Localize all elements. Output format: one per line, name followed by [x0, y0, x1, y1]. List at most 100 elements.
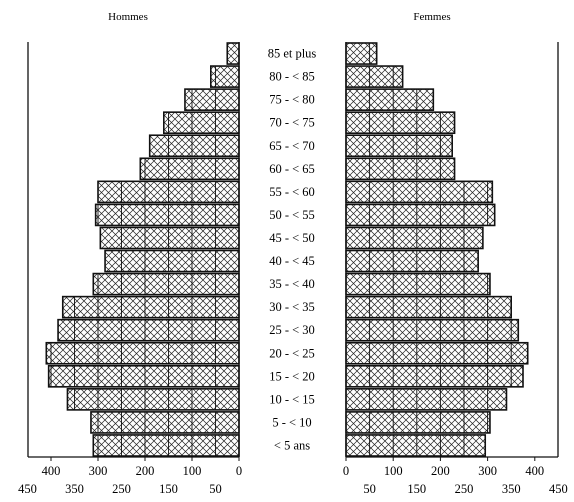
age-group-label: 30 - < 35 [269, 300, 315, 314]
bar-femmes [345, 434, 487, 457]
age-group-label: 25 - < 30 [269, 323, 315, 337]
age-group-labels: < 5 ans 5 - < 10 10 - < 15 15 - < 20 20 - < … [268, 47, 317, 453]
age-group-label: 40 - < 45 [269, 254, 315, 268]
femmes-x-tick-label: 450 [549, 482, 568, 496]
bar-hommes [92, 272, 240, 296]
age-group-label: < 5 ans [274, 438, 310, 452]
bar-rect [345, 388, 508, 411]
bar-femmes [345, 388, 508, 411]
hommes-bars [45, 42, 240, 457]
femmes-x-tick-label: 200 [431, 464, 450, 478]
bar-hommes [45, 341, 240, 365]
left-plot-frame [27, 42, 240, 458]
bar-hommes [94, 203, 240, 227]
bar-rect [47, 364, 240, 388]
bar-rect [345, 318, 520, 342]
hommes-x-tick-label: 200 [136, 464, 155, 478]
hommes-x-tick-label: 250 [112, 482, 131, 496]
bar-rect [210, 65, 240, 88]
bar-rect [184, 88, 240, 111]
bar-rect [99, 226, 240, 250]
bar-rect [104, 249, 240, 273]
hommes-x-tick-label: 100 [183, 464, 202, 478]
hommes-x-tick-label: 350 [65, 482, 84, 496]
bar-rect [148, 134, 240, 158]
bar-femmes [345, 111, 456, 135]
hommes-x-axis: 0 100 200 300 400 50 150 250 350 450 [18, 457, 242, 496]
age-group-label: 10 - < 15 [269, 392, 315, 406]
bar-rect [94, 203, 240, 227]
bar-rect [345, 341, 529, 365]
bar-femmes [345, 272, 491, 296]
bar-rect [57, 318, 240, 342]
bar-rect [345, 203, 496, 227]
bar-femmes [345, 341, 529, 365]
femmes-x-tick-label: 50 [363, 482, 376, 496]
bar-rect [345, 157, 456, 181]
bar-rect [345, 180, 494, 204]
hommes-x-tick-label: 450 [18, 482, 37, 496]
bar-hommes [184, 88, 240, 111]
age-group-label: 60 - < 65 [269, 162, 315, 176]
age-group-label: 45 - < 50 [269, 231, 315, 245]
hommes-x-tick-label: 400 [42, 464, 61, 478]
femmes-x-tick-label: 300 [478, 464, 497, 478]
panel-label-femmes: Femmes [413, 11, 450, 23]
bar-hommes [61, 295, 240, 319]
age-group-label: 15 - < 20 [269, 369, 315, 383]
femmes-x-tick-label: 250 [455, 482, 474, 496]
bar-femmes [345, 249, 479, 273]
age-group-label: 20 - < 25 [269, 346, 315, 360]
bar-rect [163, 111, 240, 135]
femmes-x-tick-label: 400 [525, 464, 544, 478]
bar-hommes [92, 434, 240, 457]
bar-femmes [345, 364, 524, 388]
bar-femmes [345, 157, 456, 181]
bar-hommes [97, 180, 240, 204]
age-group-label: 65 - < 70 [269, 139, 315, 153]
bar-rect [345, 411, 491, 434]
hommes-x-tick-label: 300 [89, 464, 108, 478]
panel-label-hommes: Hommes [108, 11, 148, 23]
bar-rect [345, 65, 404, 88]
bar-hommes [99, 226, 240, 250]
bar-hommes [163, 111, 240, 135]
bar-femmes [345, 295, 512, 319]
bar-hommes [148, 134, 240, 158]
hommes-x-tick-label: 0 [236, 464, 242, 478]
age-group-label: 50 - < 55 [269, 208, 315, 222]
hommes-x-tick-label: 50 [209, 482, 222, 496]
bar-femmes [345, 42, 378, 65]
bar-rect [345, 295, 512, 319]
age-group-label: 55 - < 60 [269, 185, 315, 199]
bar-femmes [345, 180, 494, 204]
bar-femmes [345, 65, 404, 88]
age-group-label: 75 - < 80 [269, 93, 315, 107]
bar-hommes [226, 42, 240, 65]
bar-hommes [210, 65, 240, 88]
age-group-label: 85 et plus [268, 47, 317, 61]
right-plot-frame [345, 42, 559, 458]
bar-rect [345, 111, 456, 135]
femmes-bars [345, 42, 529, 457]
bar-rect [45, 341, 240, 365]
femmes-x-axis: 0 100 200 300 400 50 150 250 350 450 [343, 457, 568, 496]
bar-hommes [47, 364, 240, 388]
bar-rect [226, 42, 240, 65]
bar-rect [92, 272, 240, 296]
bar-rect [61, 295, 240, 319]
bar-rect [345, 42, 378, 65]
bar-rect [345, 88, 435, 111]
hommes-x-tick-label: 150 [159, 482, 178, 496]
age-group-label: 80 - < 85 [269, 70, 315, 84]
bar-hommes [139, 157, 240, 181]
bar-rect [345, 249, 479, 273]
bar-rect [66, 388, 240, 411]
bar-rect [90, 411, 240, 434]
bar-hommes [57, 318, 240, 342]
age-group-label: 5 - < 10 [272, 415, 311, 429]
bar-femmes [345, 88, 435, 111]
bar-hommes [104, 249, 240, 273]
bar-femmes [345, 134, 453, 158]
